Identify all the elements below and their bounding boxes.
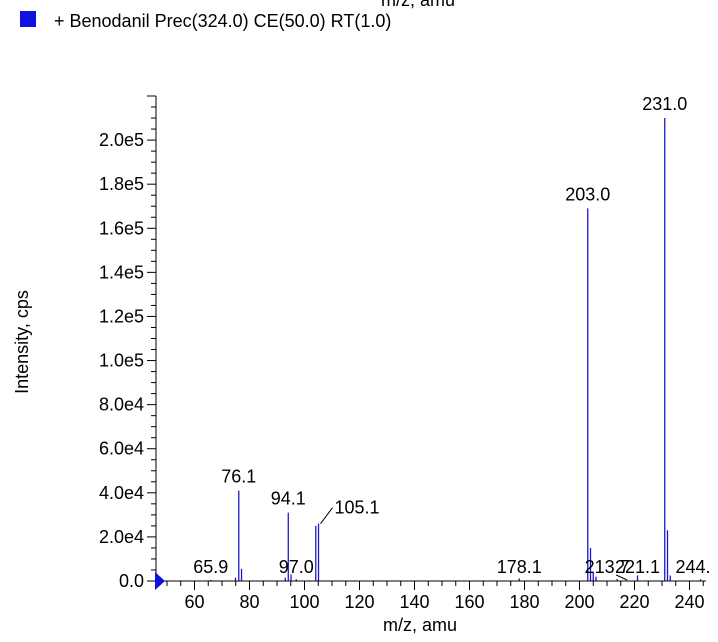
peak-label: 203.0 xyxy=(565,184,610,204)
peak-label: 65.9 xyxy=(193,557,228,577)
x-tick-label: 200 xyxy=(564,592,594,612)
axes: 0.0 2.0e4 4.0e4 6.0e4 8.0e4 1.0e5 1.2e5 1.4e5 1.… xyxy=(99,95,706,612)
y-tick-label: 1.4e5 xyxy=(99,262,144,282)
legend-label: + Benodanil Prec(324.0) CE(50.0) RT(1.0) xyxy=(54,11,391,31)
x-tick-label: 220 xyxy=(619,592,649,612)
y-tick-label: 1.2e5 xyxy=(99,306,144,326)
peak-label: 97.0 xyxy=(279,557,314,577)
peak-bars xyxy=(210,118,702,581)
clipped-axis-title: m/z, amu xyxy=(381,0,455,10)
y-tick-label: 4.0e4 xyxy=(99,483,144,503)
x-tick-label: 160 xyxy=(454,592,484,612)
peak-label: 94.1 xyxy=(271,489,306,509)
x-tick-label: 60 xyxy=(184,592,204,612)
y-tick-label: 1.0e5 xyxy=(99,351,144,371)
peak-label: 231.0 xyxy=(642,94,687,114)
y-axis-title: Intensity, cps xyxy=(12,290,32,394)
baseline-marker-icon xyxy=(155,572,165,590)
legend-swatch xyxy=(20,11,36,27)
x-tick-label: 240 xyxy=(674,592,704,612)
y-tick-label: 2.0e5 xyxy=(99,130,144,150)
peak-label: 178.1 xyxy=(497,557,542,577)
peak-label: 76.1 xyxy=(221,467,256,487)
y-tick-label: 2.0e4 xyxy=(99,527,144,547)
y-tick-label: 1.8e5 xyxy=(99,174,144,194)
peak-label: 244. xyxy=(676,557,711,577)
legend: + Benodanil Prec(324.0) CE(50.0) RT(1.0) xyxy=(20,11,391,31)
x-tick-label: 140 xyxy=(399,592,429,612)
x-axis-title: m/z, amu xyxy=(383,615,457,635)
y-tick-label: 8.0e4 xyxy=(99,395,144,415)
x-tick-label: 80 xyxy=(239,592,259,612)
y-tick-label: 0.0 xyxy=(119,571,144,591)
peak-label: 221.1 xyxy=(615,557,660,577)
label-leader-line xyxy=(320,507,333,524)
x-tick-label: 120 xyxy=(344,592,374,612)
x-tick-label: 100 xyxy=(289,592,319,612)
label-leader-line xyxy=(615,574,628,581)
x-tick-label: 180 xyxy=(509,592,539,612)
peak-label: 213.7 xyxy=(585,557,630,577)
y-tick-label: 1.6e5 xyxy=(99,218,144,238)
y-tick-label: 6.0e4 xyxy=(99,439,144,459)
peak-label: 105.1 xyxy=(335,498,380,518)
